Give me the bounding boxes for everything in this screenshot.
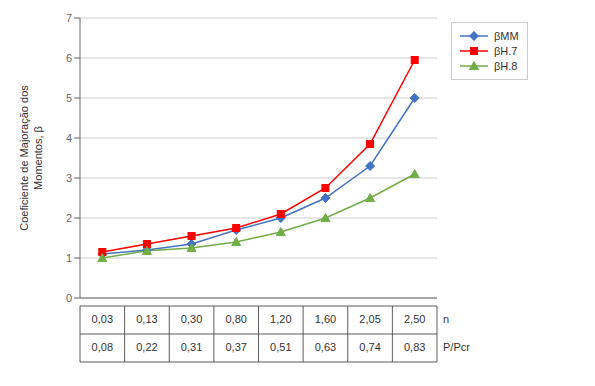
svg-text:n: n [443,313,449,325]
svg-text:3: 3 [66,172,72,184]
svg-text:7: 7 [66,12,72,24]
svg-text:0,13: 0,13 [136,313,157,325]
svg-text:P/Pcr: P/Pcr [443,341,470,353]
svg-text:0: 0 [66,292,72,304]
svg-text:1,20: 1,20 [270,313,291,325]
svg-text:2,05: 2,05 [359,313,380,325]
svg-text:0,37: 0,37 [225,341,246,353]
svg-text:0,22: 0,22 [136,341,157,353]
svg-text:0,08: 0,08 [92,341,113,353]
html-text:βH.8: βH.8 [494,60,518,72]
svg-text:0,63: 0,63 [315,341,336,353]
svg-text:4: 4 [66,132,72,144]
svg-text:0,83: 0,83 [404,341,425,353]
svg-text:0,51: 0,51 [270,341,291,353]
svg-text:1: 1 [66,252,72,264]
svg-text:0,74: 0,74 [359,341,380,353]
html-text:βMM: βMM [494,30,519,42]
svg-text:5: 5 [66,92,72,104]
svg-text:0,31: 0,31 [181,341,202,353]
svg-text:0,03: 0,03 [92,313,113,325]
svg-text:2,50: 2,50 [404,313,425,325]
svg-text:0,30: 0,30 [181,313,202,325]
svg-text:1,60: 1,60 [315,313,336,325]
html-text:βH.7: βH.7 [494,45,518,57]
svg-text:2: 2 [66,212,72,224]
svg-text:0,80: 0,80 [225,313,246,325]
svg-text:Coeficiente de Majoração dosMo: Coeficiente de Majoração dosMomentos, β [18,85,44,231]
svg-text:6: 6 [66,52,72,64]
